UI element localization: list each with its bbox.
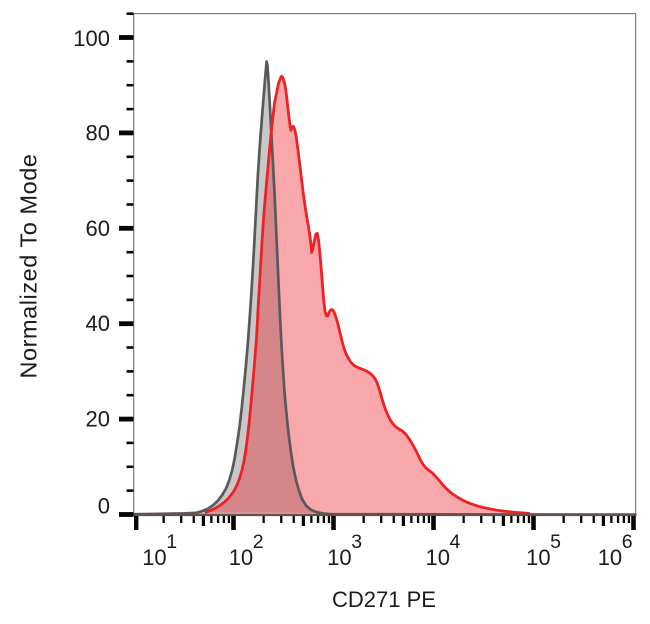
svg-text:1: 1 [166, 531, 177, 553]
svg-text:Normalized To Mode: Normalized To Mode [16, 154, 42, 379]
svg-text:4: 4 [450, 531, 461, 553]
svg-text:80: 80 [86, 120, 110, 145]
svg-text:10: 10 [526, 545, 550, 570]
svg-text:0: 0 [98, 494, 110, 519]
svg-text:2: 2 [253, 531, 264, 553]
svg-text:10: 10 [598, 545, 622, 570]
svg-text:100: 100 [73, 26, 110, 51]
svg-text:10: 10 [327, 545, 351, 570]
svg-text:40: 40 [86, 311, 110, 336]
svg-text:60: 60 [86, 216, 110, 241]
svg-text:CD271 PE: CD271 PE [332, 587, 436, 612]
svg-text:5: 5 [550, 531, 561, 553]
svg-text:3: 3 [351, 531, 362, 553]
svg-text:10: 10 [229, 545, 253, 570]
svg-text:10: 10 [142, 545, 166, 570]
svg-text:6: 6 [622, 531, 633, 553]
svg-text:20: 20 [86, 407, 110, 432]
svg-text:10: 10 [426, 545, 450, 570]
